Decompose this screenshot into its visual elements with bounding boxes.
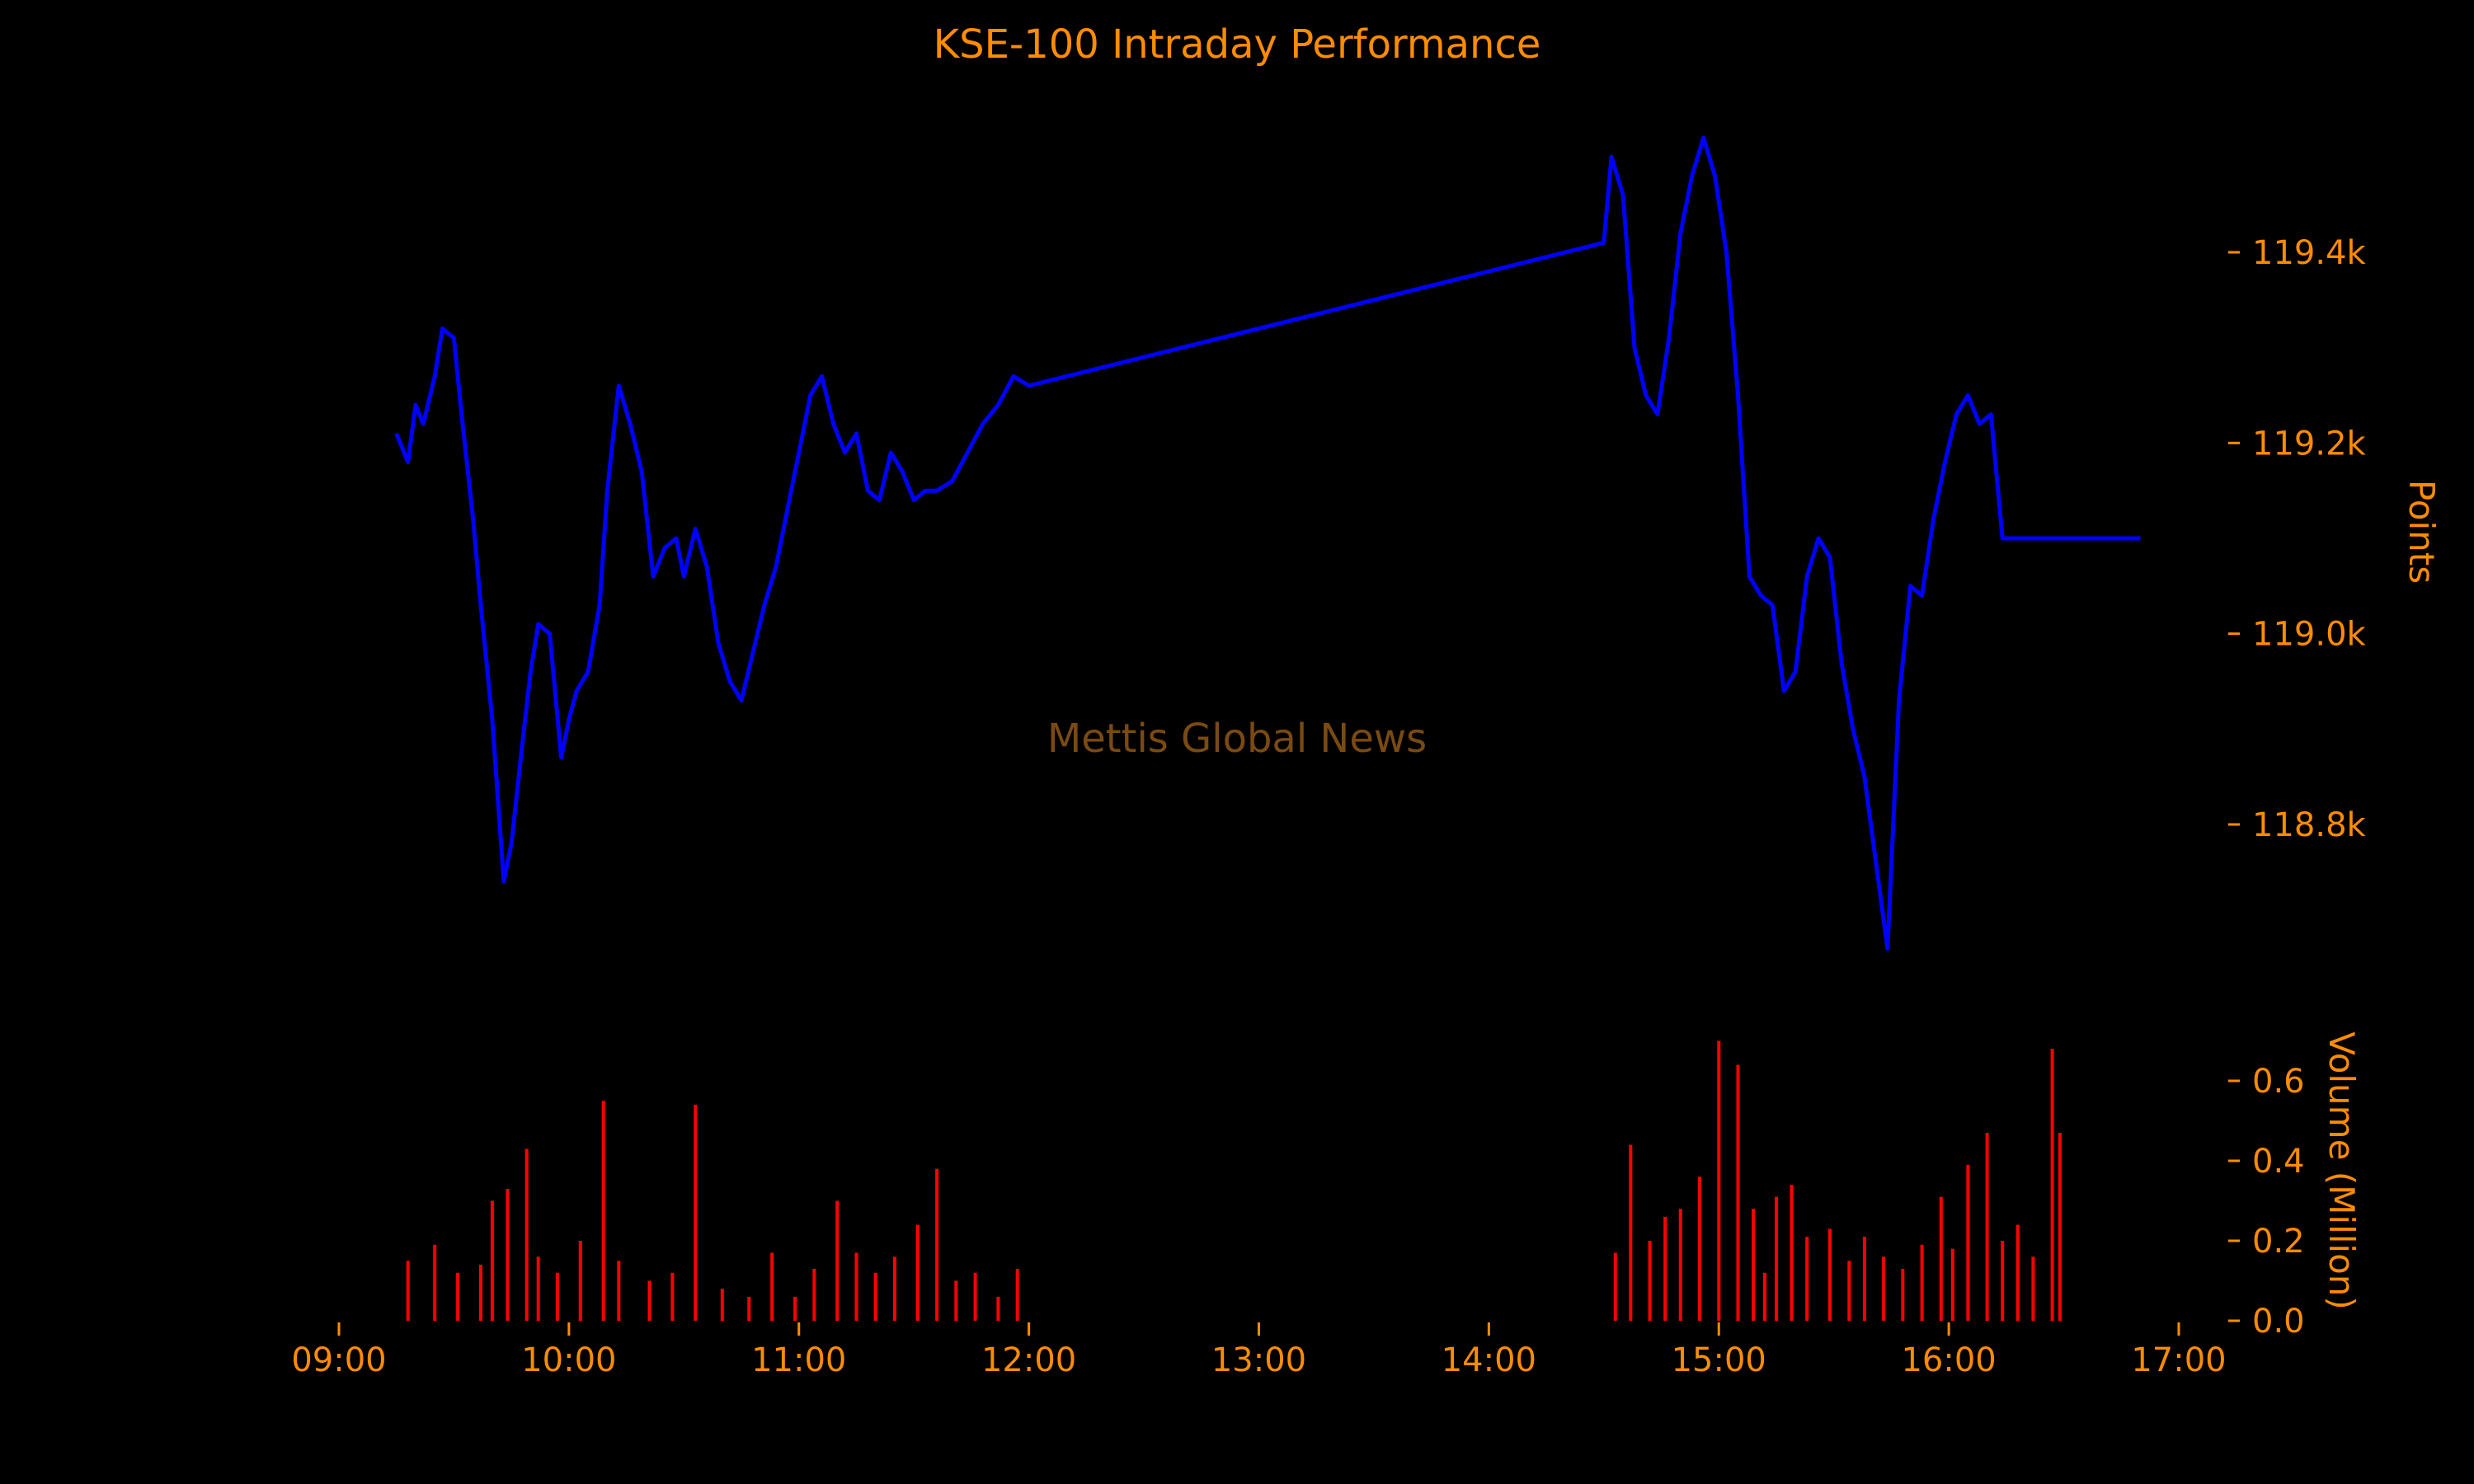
- x-tick-label: 09:00: [291, 1341, 386, 1379]
- volume-bar: [1629, 1144, 1633, 1321]
- volume-bar: [835, 1200, 840, 1321]
- volume-bar: [479, 1265, 482, 1321]
- volume-bar: [935, 1168, 939, 1321]
- volume-bar: [1752, 1209, 1756, 1321]
- volume-bar: [2001, 1241, 2005, 1321]
- volume-bar: [536, 1256, 540, 1321]
- x-tick-label: 10:00: [521, 1341, 616, 1379]
- volume-bar: [1015, 1269, 1019, 1321]
- volume-bar: [433, 1244, 437, 1321]
- volume-tick-label: 0.4: [2252, 1143, 2305, 1181]
- watermark: Mettis Global News: [1047, 716, 1427, 762]
- volume-bar: [1648, 1241, 1652, 1321]
- volume-bar: [1805, 1237, 1809, 1321]
- volume-bar: [617, 1261, 621, 1322]
- volume-bar: [973, 1272, 977, 1321]
- volume-bar: [2031, 1256, 2035, 1321]
- volume-bar: [1698, 1176, 1701, 1321]
- volume-bar: [1663, 1216, 1667, 1321]
- volume-bar: [1717, 1040, 1721, 1321]
- x-tick-label: 11:00: [751, 1341, 846, 1379]
- volume-bar: [812, 1269, 816, 1321]
- volume-bar: [456, 1272, 460, 1321]
- volume-bar: [954, 1280, 958, 1321]
- volume-bar: [2015, 1224, 2020, 1321]
- volume-tick-label: 0.6: [2252, 1063, 2305, 1101]
- volume-bar: [1950, 1248, 1954, 1321]
- price-series: [394, 135, 2141, 951]
- volume-bar: [793, 1296, 797, 1321]
- volume-bar: [490, 1200, 494, 1321]
- volume-tick-label: 0.2: [2252, 1223, 2305, 1261]
- x-tick-label: 13:00: [1211, 1341, 1306, 1379]
- volume-bar: [854, 1252, 858, 1321]
- volume-bar: [1901, 1269, 1905, 1321]
- price-tick-label: 119.0k: [2252, 616, 2367, 654]
- volume-bar: [1862, 1237, 1866, 1321]
- volume-bar: [694, 1105, 698, 1321]
- price-tick-label: 119.4k: [2252, 234, 2367, 272]
- chart-title: KSE-100 Intraday Performance: [934, 21, 1541, 68]
- x-tick-label: 14:00: [1442, 1341, 1536, 1379]
- x-tick-label: 15:00: [1672, 1341, 1766, 1379]
- volume-bar: [1847, 1261, 1851, 1322]
- price-axis-label: Points: [2401, 480, 2442, 584]
- volume-bar: [1882, 1256, 1886, 1321]
- volume-bar: [1966, 1164, 1970, 1321]
- volume-bar: [996, 1296, 1000, 1321]
- volume-bar: [1613, 1252, 1617, 1321]
- volume-bar: [647, 1280, 651, 1321]
- volume-bar: [1790, 1185, 1794, 1321]
- volume-bar: [2050, 1049, 2054, 1321]
- volume-bar: [1828, 1228, 1832, 1321]
- volume-bar: [555, 1272, 559, 1321]
- volume-bar: [524, 1148, 529, 1321]
- volume-bar: [747, 1296, 751, 1321]
- volume-bar: [2058, 1133, 2062, 1321]
- volume-axis-label: Volume (Million): [2321, 1031, 2362, 1310]
- volume-bar: [873, 1272, 877, 1321]
- x-axis: 09:00 10:00 11:00 12:00 13:00 14:00 15:00 16:00…: [291, 1322, 2227, 1379]
- volume-bar: [1920, 1244, 1924, 1321]
- volume-tick-label: 0.0: [2252, 1303, 2305, 1341]
- volume-bar: [1678, 1209, 1682, 1321]
- volume-series: [406, 1040, 2062, 1322]
- price-tick-label: 119.2k: [2252, 425, 2367, 463]
- volume-bar: [1736, 1064, 1740, 1321]
- volume-bar: [406, 1261, 410, 1322]
- volume-axis: 0.0 0.2 0.4 0.6: [2228, 1063, 2305, 1341]
- volume-bar: [506, 1189, 510, 1321]
- x-tick-label: 17:00: [2131, 1341, 2226, 1379]
- volume-bar: [1939, 1196, 1943, 1321]
- x-tick-label: 12:00: [981, 1341, 1076, 1379]
- price-line: [394, 135, 2141, 951]
- volume-bar: [1775, 1196, 1778, 1321]
- volume-bar: [720, 1289, 724, 1321]
- x-tick-label: 16:00: [1901, 1341, 1996, 1379]
- price-tick-label: 118.8k: [2252, 806, 2367, 844]
- volume-bar: [1985, 1133, 1989, 1321]
- volume-bar: [601, 1101, 605, 1322]
- volume-bar: [670, 1272, 675, 1321]
- volume-bar: [770, 1252, 774, 1321]
- price-axis: 118.8k 119.0k 119.2k 119.4k: [2228, 234, 2367, 844]
- volume-bar: [1763, 1272, 1766, 1321]
- volume-bar: [892, 1256, 896, 1321]
- volume-bar: [578, 1241, 582, 1321]
- volume-bar: [915, 1224, 920, 1321]
